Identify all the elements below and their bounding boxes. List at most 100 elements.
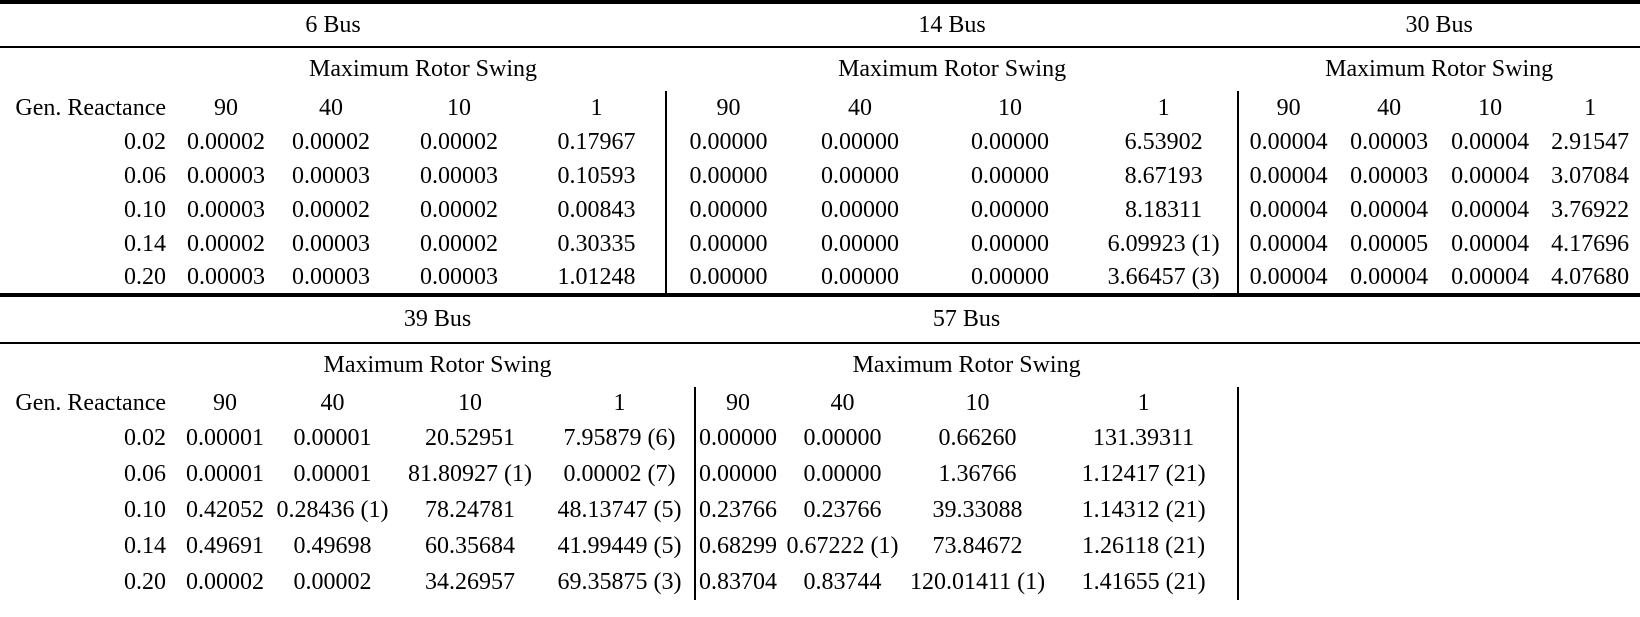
value-cell: 0.30335 — [557, 230, 636, 257]
col-header-90: 90 — [1237, 91, 1339, 125]
spacer-cell — [0, 297, 180, 344]
value-cell: 0.00004 — [1237, 159, 1339, 193]
value-cell: 34.26957 — [425, 568, 515, 595]
value-cell: 0.00002 — [187, 230, 265, 257]
value-cell: 0.00002 — [420, 230, 498, 257]
value-cell: 0.00004 — [1237, 125, 1339, 159]
value-cell: 0.66260 — [938, 424, 1017, 451]
gen-reactance-header: Gen. Reactance — [15, 390, 166, 416]
table-row: 0.20 0.00003 0.00003 0.00003 1.01248 0.0… — [0, 261, 1640, 295]
value-cell: 69.35875 (3) — [557, 568, 682, 595]
col-header-10: 10 — [998, 94, 1023, 121]
value-cell: 0.00002 — [292, 128, 370, 155]
value-cell: 0.00004 — [1237, 227, 1339, 261]
value-cell: 2.91547 — [1551, 128, 1630, 155]
value-cell: 0.42052 — [186, 496, 264, 523]
value-cell: 0.00000 — [665, 159, 791, 193]
value-cell: 0.00000 — [821, 263, 900, 290]
rotor-swing-title: Maximum Rotor Swing — [1325, 56, 1554, 82]
table-row: 0.02 0.00002 0.00002 0.00002 0.17967 0.0… — [0, 125, 1640, 159]
table-row: 0.14 0.00002 0.00003 0.00002 0.30335 0.0… — [0, 227, 1640, 261]
value-cell: 0.00843 — [557, 196, 636, 223]
value-cell: 1.12417 (21) — [1050, 456, 1240, 492]
col-header-40: 40 — [848, 94, 873, 121]
row-label: 0.02 — [124, 128, 166, 155]
value-cell: 0.00003 — [1350, 128, 1429, 155]
value-cell: 0.67222 (1) — [786, 532, 899, 559]
value-cell: 0.00004 — [1451, 162, 1530, 189]
col-header-90: 90 — [694, 387, 781, 420]
value-cell: 0.00003 — [187, 196, 265, 223]
spacer-cell — [0, 47, 180, 91]
value-cell: 0.00000 — [971, 230, 1050, 257]
value-cell: 0.00003 — [187, 162, 265, 189]
value-cell: 81.80927 (1) — [408, 460, 532, 487]
value-cell: 0.00000 — [665, 227, 791, 261]
value-cell: 3.66457 (3) — [1107, 263, 1220, 290]
spacer-cell — [1238, 564, 1640, 600]
value-cell: 60.35684 — [425, 532, 515, 559]
value-cell: 0.00000 — [665, 193, 791, 227]
row-label: 0.02 — [124, 424, 166, 451]
value-cell: 0.17967 — [557, 128, 636, 155]
rotor-swing-title: Maximum Rotor Swing — [323, 352, 552, 378]
value-cell: 8.67193 — [1124, 162, 1203, 189]
value-cell: 131.39311 — [1050, 420, 1240, 456]
value-cell: 48.13747 (5) — [557, 496, 682, 523]
value-cell: 0.83704 — [694, 564, 781, 600]
value-cell: 0.23766 — [694, 492, 781, 528]
value-cell: 0.10593 — [557, 162, 636, 189]
row-label: 0.14 — [124, 532, 166, 559]
value-cell: 0.00000 — [971, 162, 1050, 189]
bus-title-row: 39 Bus 57 Bus — [0, 297, 1640, 344]
value-cell: 0.00003 — [420, 263, 498, 290]
row-label: 0.14 — [124, 230, 166, 257]
spacer-cell — [1238, 387, 1640, 420]
value-cell: 0.00004 — [1451, 263, 1530, 290]
value-cell: 8.18311 — [1125, 196, 1203, 223]
value-cell: 0.00004 — [1451, 230, 1530, 257]
value-cell: 0.00000 — [694, 420, 781, 456]
spacer-cell — [1238, 456, 1640, 492]
table-row: 0.02 0.00001 0.00001 20.52951 7.95879 (6… — [0, 420, 1640, 456]
col-header-90: 90 — [213, 390, 237, 416]
value-cell: 6.53902 — [1124, 128, 1203, 155]
value-cell: 0.00002 — [186, 568, 264, 595]
value-cell: 0.00002 — [420, 196, 498, 223]
bus-title-6: 6 Bus — [0, 2, 667, 48]
value-cell: 0.00000 — [821, 230, 900, 257]
value-cell: 1.01248 — [557, 263, 636, 290]
table-row: 0.10 0.00003 0.00002 0.00002 0.00843 0.0… — [0, 193, 1640, 227]
bus-title-14: 14 Bus — [666, 2, 1239, 48]
value-cell: 0.00000 — [665, 261, 791, 295]
column-header-row: Gen. Reactance 90 40 10 1 90 40 10 1 — [0, 387, 1640, 420]
col-header-10: 10 — [1478, 94, 1503, 121]
col-header-1: 1 — [1050, 387, 1240, 420]
value-cell: 0.00004 — [1237, 261, 1339, 295]
col-header-40: 40 — [830, 390, 855, 416]
value-cell: 0.00003 — [420, 162, 498, 189]
rotor-swing-title: Maximum Rotor Swing — [309, 56, 538, 82]
value-cell: 41.99449 (5) — [557, 532, 682, 559]
spacer-cell — [1238, 492, 1640, 528]
table-row: 0.06 0.00003 0.00003 0.00003 0.10593 0.0… — [0, 159, 1640, 193]
row-label: 0.10 — [124, 196, 166, 223]
value-cell: 0.49691 — [186, 532, 264, 559]
table-row: 0.10 0.42052 0.28436 (1) 78.24781 48.137… — [0, 492, 1640, 528]
col-header-40: 40 — [320, 390, 345, 416]
value-cell: 0.68299 — [694, 528, 781, 564]
value-cell: 120.01411 (1) — [910, 568, 1046, 595]
spacer-cell — [1238, 343, 1640, 387]
rotor-swing-title: Maximum Rotor Swing — [838, 56, 1067, 82]
value-cell: 0.00001 — [186, 424, 264, 451]
value-cell: 0.23766 — [803, 496, 882, 523]
col-header-1: 1 — [1584, 94, 1597, 121]
col-header-10: 10 — [965, 390, 990, 416]
value-cell: 0.00000 — [821, 196, 900, 223]
value-cell: 39.33088 — [932, 496, 1023, 523]
column-header-row: Gen. Reactance 90 40 10 1 90 40 10 1 90 … — [0, 91, 1640, 125]
row-label: 0.06 — [124, 460, 166, 487]
value-cell: 0.00000 — [821, 162, 900, 189]
value-cell: 0.00005 — [1350, 230, 1429, 257]
row-label: 0.20 — [124, 263, 166, 290]
